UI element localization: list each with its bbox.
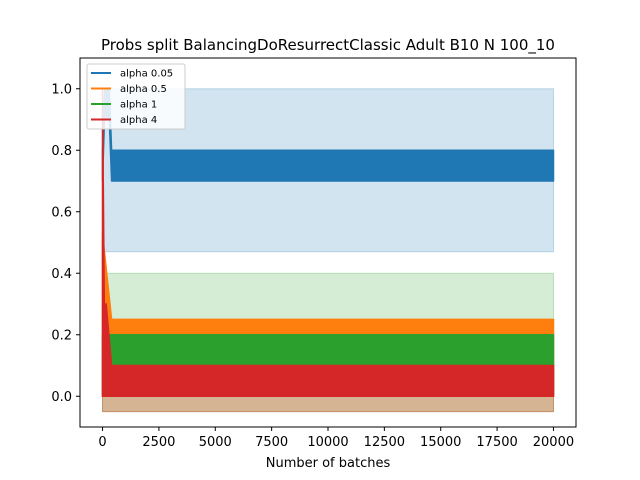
x-tick-label: 7500 (255, 435, 288, 450)
y-tick-label: 0.4 (51, 267, 72, 282)
x-tick-label: 2500 (142, 435, 175, 450)
y-axis-ticks: 0.0 0.2 0.4 0.6 0.8 1.0 (51, 82, 80, 405)
y-tick-label: 1.0 (51, 82, 72, 97)
chart-title: Probs split BalancingDoResurrectClassic … (101, 36, 555, 55)
x-tick-label: 15000 (420, 435, 461, 450)
x-tick-label: 12500 (364, 435, 405, 450)
legend-box (86, 63, 186, 130)
legend-label-0: alpha 0.05 (120, 69, 173, 80)
x-tick-label: 17500 (476, 435, 517, 450)
x-tick-label: 5000 (199, 435, 232, 450)
series-trace-3 (101, 88, 555, 398)
legend: alpha 0.05 alpha 0.5 alpha 1 alpha 4 (86, 63, 186, 130)
y-tick-label: 0.8 (51, 144, 72, 159)
y-tick-label: 0.0 (51, 390, 72, 405)
legend-label-1: alpha 0.5 (120, 84, 167, 95)
y-tick-label: 0.6 (51, 205, 72, 220)
legend-label-3: alpha 4 (120, 115, 157, 126)
x-tick-label: 10000 (307, 435, 348, 450)
legend-label-2: alpha 1 (120, 100, 157, 111)
x-tick-label: 0 (98, 435, 106, 450)
x-axis-label: Number of batches (266, 456, 391, 471)
plot-area (101, 88, 555, 413)
y-tick-label: 0.2 (51, 328, 72, 343)
x-tick-label: 20000 (533, 435, 574, 450)
x-axis-ticks: 0 2500 5000 7500 10000 12500 15000 17500 20000 (98, 427, 574, 450)
